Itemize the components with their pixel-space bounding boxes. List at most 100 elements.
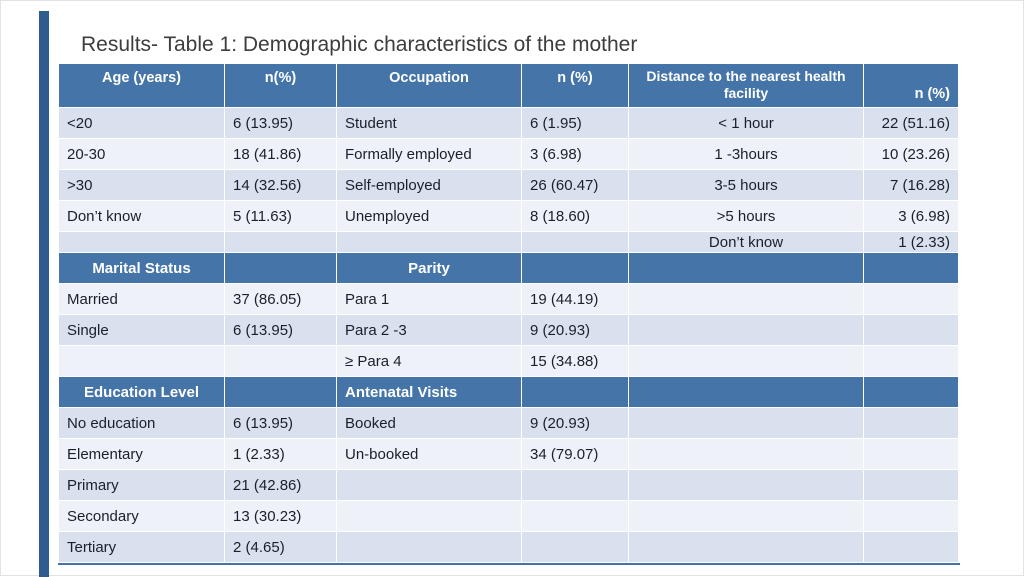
table-cell: 1 -3hours — [628, 138, 864, 170]
table-cell: Marital Status — [58, 252, 225, 284]
table-cell — [336, 231, 522, 253]
table-cell — [628, 469, 864, 501]
table-cell: Para 1 — [336, 283, 522, 315]
accent-bar — [39, 11, 49, 577]
table-cell: Unemployed — [336, 200, 522, 232]
table-cell — [863, 500, 959, 532]
table-cell — [863, 376, 959, 408]
table-cell: Don’t know — [628, 231, 864, 253]
table-row: Elementary 1 (2.33) Un-booked 34 (79.07) — [58, 438, 959, 470]
table-cell: Self-employed — [336, 169, 522, 201]
table-cell — [628, 438, 864, 470]
table-cell: No education — [58, 407, 225, 439]
slide-title: Results- Table 1: Demographic characteri… — [81, 33, 638, 56]
table-cell: Don’t know — [58, 200, 225, 232]
table-row: >30 14 (32.56) Self-employed 26 (60.47) 3-5 … — [58, 169, 959, 201]
table-cell: Single — [58, 314, 225, 346]
column-header-distance: Distance to the nearest health facility — [628, 63, 864, 108]
table-cell — [863, 314, 959, 346]
table-cell: Secondary — [58, 500, 225, 532]
table-cell: 3 (6.98) — [863, 200, 959, 232]
table-cell — [863, 283, 959, 315]
table-cell: 6 (1.95) — [521, 107, 629, 139]
table-cell — [224, 376, 337, 408]
table-cell: >5 hours — [628, 200, 864, 232]
demographics-table: Age (years) n(%) Occupation n (%) Distan… — [58, 63, 959, 563]
table-cell: Booked — [336, 407, 522, 439]
table-body: <20 6 (13.95) Student 6 (1.95) < 1 hour 22 (5… — [58, 107, 959, 563]
table-row: Tertiary 2 (4.65) — [58, 531, 959, 563]
table-cell: Tertiary — [58, 531, 225, 563]
table-cell: 3 (6.98) — [521, 138, 629, 170]
table-cell: < 1 hour — [628, 107, 864, 139]
table-cell: Para 2 -3 — [336, 314, 522, 346]
table-cell — [863, 252, 959, 284]
table-cell: 13 (30.23) — [224, 500, 337, 532]
table-cell — [521, 376, 629, 408]
table-cell: 2 (4.65) — [224, 531, 337, 563]
table-cell: 19 (44.19) — [521, 283, 629, 315]
table-cell: 1 (2.33) — [863, 231, 959, 253]
table-cell: 9 (20.93) — [521, 314, 629, 346]
table-cell — [224, 252, 337, 284]
table-cell: >30 — [58, 169, 225, 201]
table-cell — [336, 469, 522, 501]
table-cell: 26 (60.47) — [521, 169, 629, 201]
table-cell — [224, 345, 337, 377]
table-cell: 1 (2.33) — [224, 438, 337, 470]
table-cell — [863, 531, 959, 563]
table-row: Single 6 (13.95) Para 2 -3 9 (20.93) — [58, 314, 959, 346]
table-cell: Antenatal Visits — [336, 376, 522, 408]
table-cell — [58, 345, 225, 377]
table-cell: 15 (34.88) — [521, 345, 629, 377]
column-header-occupation: Occupation — [336, 63, 522, 108]
table-cell: 14 (32.56) — [224, 169, 337, 201]
table-cell: 8 (18.60) — [521, 200, 629, 232]
table-cell: 20-30 — [58, 138, 225, 170]
demographics-table-wrap: Age (years) n(%) Occupation n (%) Distan… — [58, 63, 960, 565]
table-cell: <20 — [58, 107, 225, 139]
table-cell: 22 (51.16) — [863, 107, 959, 139]
table-cell — [628, 500, 864, 532]
table-cell: 6 (13.95) — [224, 314, 337, 346]
table-cell: 21 (42.86) — [224, 469, 337, 501]
table-cell — [521, 531, 629, 563]
header-row: Age (years) n(%) Occupation n (%) Distan… — [58, 63, 959, 108]
table-cell — [863, 438, 959, 470]
table-cell — [521, 469, 629, 501]
table-cell — [628, 376, 864, 408]
table-cell — [521, 231, 629, 253]
table-cell: 5 (11.63) — [224, 200, 337, 232]
table-row: <20 6 (13.95) Student 6 (1.95) < 1 hour 22 (5… — [58, 107, 959, 139]
section-header-row: Education Level Antenatal Visits — [58, 376, 959, 408]
column-header-age: Age (years) — [58, 63, 225, 108]
table-row: ≥ Para 4 15 (34.88) — [58, 345, 959, 377]
table-row: No education 6 (13.95) Booked 9 (20.93) — [58, 407, 959, 439]
table-cell: Un-booked — [336, 438, 522, 470]
table-cell: 10 (23.26) — [863, 138, 959, 170]
table-cell — [336, 531, 522, 563]
table-cell: 18 (41.86) — [224, 138, 337, 170]
table-cell: Education Level — [58, 376, 225, 408]
column-header-age-n: n(%) — [224, 63, 337, 108]
table-row: Don’t know 1 (2.33) — [58, 231, 959, 253]
table-cell: Married — [58, 283, 225, 315]
table-cell: Parity — [336, 252, 522, 284]
table-cell: Primary — [58, 469, 225, 501]
table-row: Don’t know 5 (11.63) Unemployed 8 (18.60) >5… — [58, 200, 959, 232]
table-cell — [521, 500, 629, 532]
table-row: 20-30 18 (41.86) Formally employed 3 (6.98)… — [58, 138, 959, 170]
table-cell: Formally employed — [336, 138, 522, 170]
section-header-row: Marital Status Parity — [58, 252, 959, 284]
table-cell — [863, 345, 959, 377]
table-cell: 37 (86.05) — [224, 283, 337, 315]
column-header-distance-n: n (%) — [863, 63, 959, 108]
table-cell: Elementary — [58, 438, 225, 470]
table-cell — [628, 314, 864, 346]
table-cell — [628, 345, 864, 377]
table-cell — [58, 231, 225, 253]
table-cell — [521, 252, 629, 284]
table-cell — [628, 283, 864, 315]
table-row: Married 37 (86.05) Para 1 19 (44.19) — [58, 283, 959, 315]
